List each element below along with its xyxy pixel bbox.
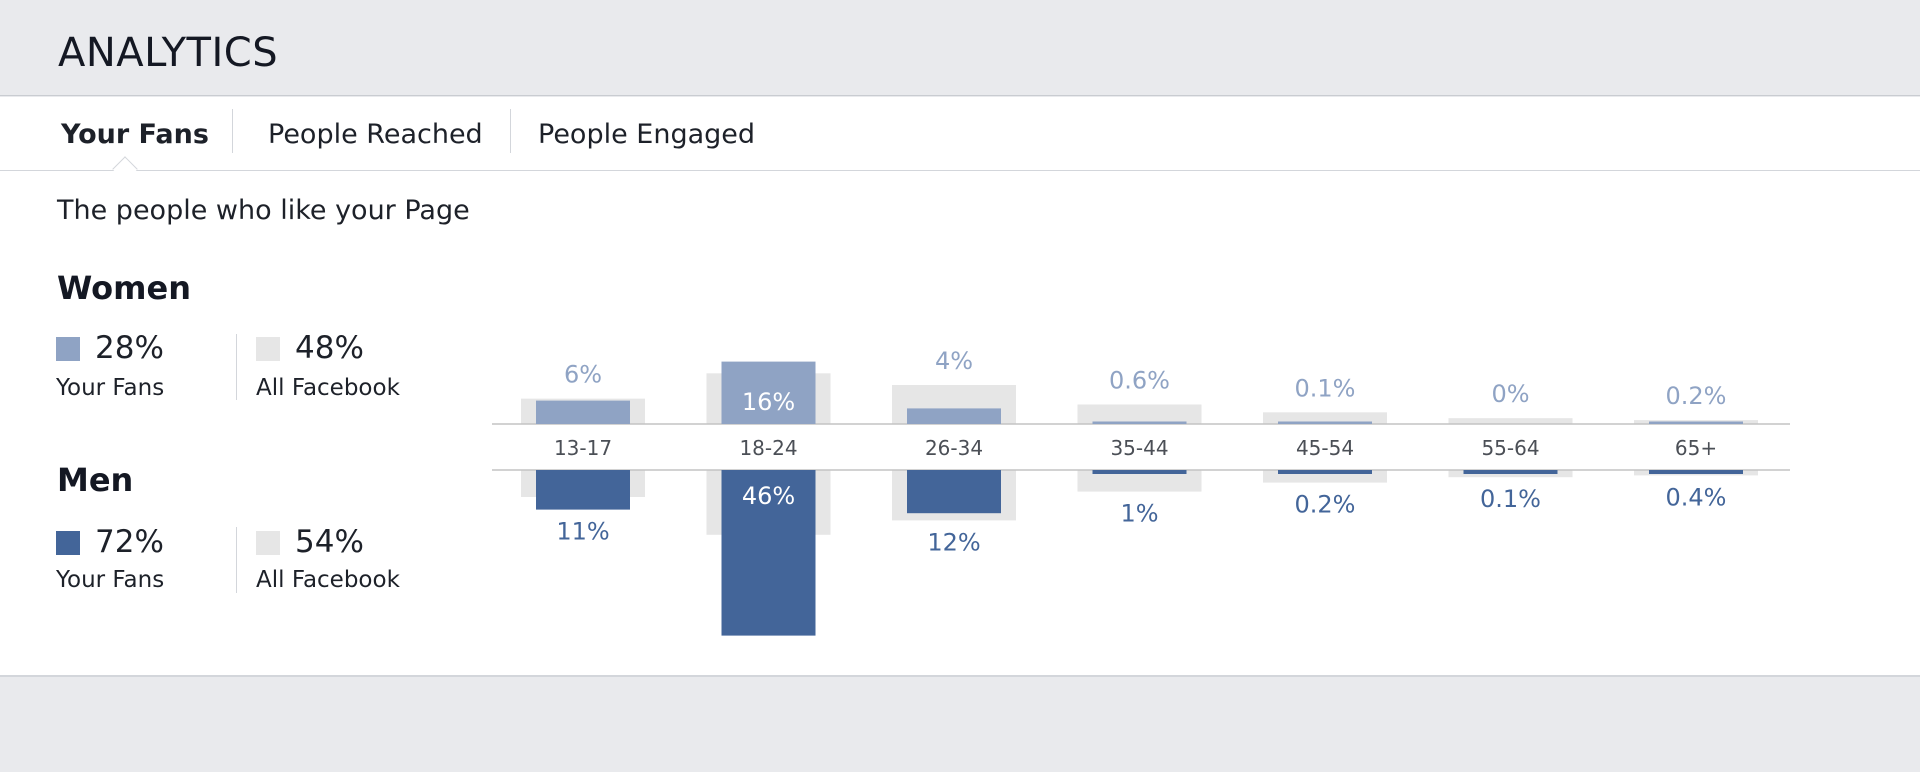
men-all-facebook-label: All Facebook [256,567,400,593]
women-data-label: 16% [742,388,795,416]
men-fans-bar [1092,470,1187,474]
women-fans-percent: 28% [95,330,164,366]
men-data-label: 1% [1120,500,1158,528]
women-fans-bar [907,408,1001,424]
page-footer [0,677,1920,772]
age-range-label: 35-44 [1110,436,1168,460]
women-fans-bar [721,361,816,424]
women-data-label: 0.2% [1666,382,1727,410]
men-fans-bar [536,470,630,510]
men-fans-bar [907,470,1001,514]
tab-divider [510,109,511,153]
age-range-label: 55-64 [1481,436,1539,460]
men-fans-swatch [56,531,80,555]
women-fans-bar [1649,421,1743,424]
women-all-facebook-bar [1077,404,1202,424]
age-range-label: 65+ [1675,436,1717,460]
age-range-label: 26-34 [925,436,983,460]
tab-divider [232,109,233,153]
women-all-facebook-swatch [256,337,280,361]
men-fans-bar [721,470,816,636]
page-title: ANALYTICS [58,30,279,76]
women-data-label: 0.6% [1109,367,1170,395]
tab-people-reached[interactable]: People Reached [268,119,483,150]
women-data-label: 0% [1491,380,1529,408]
women-fans-bar [1278,421,1372,424]
tab-people-engaged[interactable]: People Engaged [538,119,756,150]
women-title: Women [57,269,191,307]
women-fans-swatch [56,337,80,361]
legend-divider [236,527,237,593]
men-data-label: 0.1% [1480,485,1541,513]
women-fans-bar [536,400,630,424]
women-data-label: 0.1% [1295,374,1356,402]
men-all-facebook-swatch [256,531,280,555]
men-all-facebook-bar [1077,470,1202,492]
page-header: ANALYTICS [0,0,1920,96]
tab-your-fans[interactable]: Your Fans [61,119,209,150]
men-title: Men [57,461,134,499]
men-data-label: 11% [556,518,609,546]
men-fans-label: Your Fans [56,567,165,593]
women-all-facebook-bar [1448,418,1573,424]
tab-bar: Your Fans People Reached People Engaged [0,97,1920,182]
age-range-label: 13-17 [554,436,612,460]
men-data-label: 0.4% [1666,483,1727,511]
men-fans-percent: 72% [95,524,164,560]
men-data-label: 0.2% [1295,491,1356,519]
women-fans-bar [1092,421,1187,424]
women-data-label: 6% [564,361,602,389]
legend-divider [236,334,237,400]
women-data-label: 4% [935,347,973,375]
men-data-label: 46% [742,482,795,510]
men-fans-bar [1278,470,1372,474]
women-all-facebook-bar [1263,412,1387,424]
women-all-facebook-label: All Facebook [256,375,400,401]
age-range-label: 18-24 [739,436,797,460]
men-fans-bar [1463,470,1558,474]
men-fans-bar [1649,470,1743,474]
men-data-label: 12% [927,528,980,556]
section-description: The people who like your Page [57,195,470,226]
age-range-label: 45-54 [1296,436,1354,460]
men-all-facebook-percent: 54% [295,524,364,560]
women-fans-label: Your Fans [56,375,165,401]
women-all-facebook-percent: 48% [295,330,364,366]
